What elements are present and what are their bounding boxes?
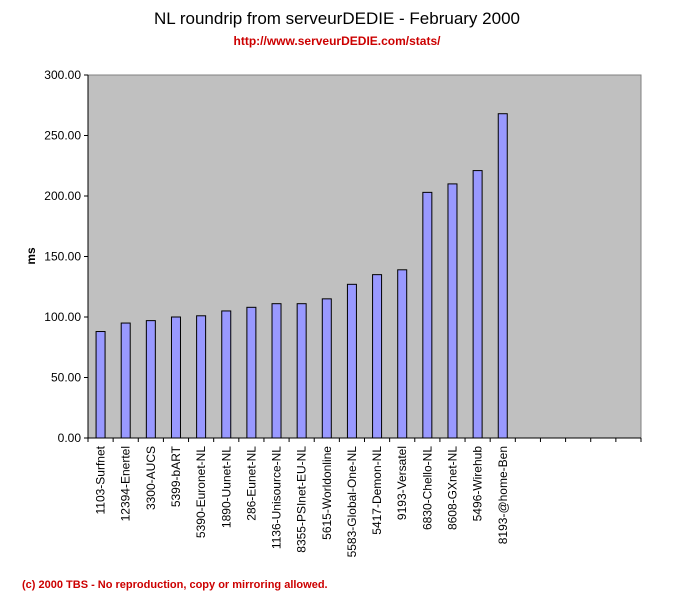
- x-tick-label: 1136-Unisource-NL: [270, 446, 284, 549]
- x-tick-label: 1103-Surfnet: [94, 445, 108, 514]
- bar: [497, 113, 508, 439]
- x-tick-label: 5390-Euronet-NL: [194, 446, 208, 538]
- bar: [221, 310, 232, 439]
- x-tick-label: 8608-GXnet-NL: [445, 446, 459, 530]
- bar: [447, 183, 458, 439]
- y-axis: 0.00 50.00 100.00 150.00 200.00 250.00 300.00: [44, 68, 89, 445]
- y-tick-label: 250.00: [44, 129, 81, 143]
- x-tick-label: 8193-@home-Ben: [496, 446, 510, 544]
- copyright-footer: (c) 2000 TBS - No reproduction, copy or …: [22, 579, 328, 591]
- x-tick-label: 8355-PSInet-EU-NL: [295, 446, 309, 553]
- bar: [170, 316, 181, 439]
- bar: [271, 303, 282, 439]
- bar: [372, 274, 383, 439]
- bar: [145, 320, 156, 439]
- chart-subtitle-link[interactable]: http://www.serveurDEDIE.com/stats/: [233, 34, 441, 48]
- x-tick-label: 5615-Worldonline: [320, 446, 334, 540]
- bar: [397, 269, 408, 439]
- x-tick-label: 12394-Enertel: [119, 446, 133, 521]
- x-tick-label: 5399-bART: [169, 445, 183, 507]
- bar: [95, 331, 106, 439]
- x-tick-label: 5496-Wirehub: [471, 446, 485, 522]
- bar: [196, 315, 207, 439]
- chart-title: NL roundrip from serveurDEDIE - February…: [154, 9, 520, 28]
- bar: [296, 303, 307, 439]
- x-tick-label: 6830-Chello-NL: [420, 446, 434, 530]
- bar: [346, 283, 357, 439]
- bar: [246, 306, 257, 439]
- y-tick-label: 300.00: [44, 68, 81, 82]
- bar: [472, 170, 483, 439]
- bar: [422, 191, 433, 439]
- x-tick-label: 1890-Uunet-NL: [219, 446, 233, 528]
- y-axis-title: ms: [24, 247, 38, 265]
- plot-area: [87, 74, 642, 439]
- bars-group: [95, 113, 508, 439]
- bar: [321, 298, 332, 439]
- x-tick-label: 9193-Versatel: [395, 446, 409, 520]
- y-tick-label: 100.00: [44, 310, 81, 324]
- x-tick-label: 5417-Demon-NL: [370, 446, 384, 535]
- x-tick-label: 5583-Global-One-NL: [345, 446, 359, 558]
- x-axis: 1103-Surfnet 12394-Enertel 3300-AUCS 5399-b…: [87, 437, 642, 558]
- bar: [120, 322, 131, 439]
- y-tick-label: 200.00: [44, 189, 81, 203]
- y-tick-label: 50.00: [51, 371, 81, 385]
- y-tick-label: 0.00: [58, 431, 82, 445]
- x-tick-label: 286-Eunet-NL: [244, 446, 258, 521]
- y-tick-label: 150.00: [44, 250, 81, 264]
- x-tick-label: 3300-AUCS: [144, 446, 158, 510]
